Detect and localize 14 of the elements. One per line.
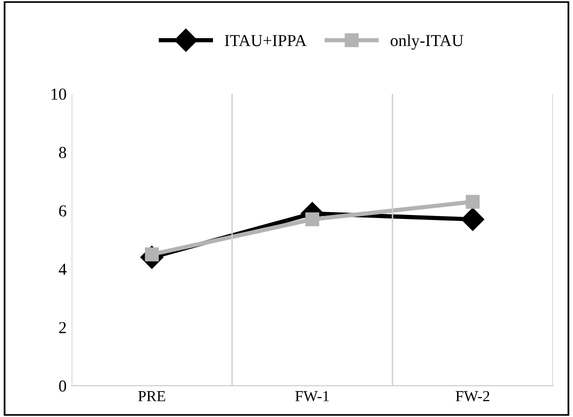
- y-tick-label: 2: [59, 322, 66, 334]
- y-tick-label: 0: [59, 380, 66, 392]
- y-tick-label: 8: [59, 146, 66, 158]
- point: [466, 194, 480, 209]
- legend-label: ITAU+IPPA: [224, 35, 307, 46]
- point: [461, 208, 484, 231]
- y-tick-label: 6: [59, 205, 66, 217]
- x-tick-label: FW-1: [295, 391, 329, 402]
- x-tick-label: PRE: [138, 391, 166, 402]
- y-tick-label: 10: [52, 88, 66, 100]
- legend-label: only-ITAU: [390, 34, 464, 50]
- x-tick-label: FW-2: [456, 391, 490, 402]
- y-tick-label: 4: [58, 264, 67, 275]
- point: [305, 212, 320, 226]
